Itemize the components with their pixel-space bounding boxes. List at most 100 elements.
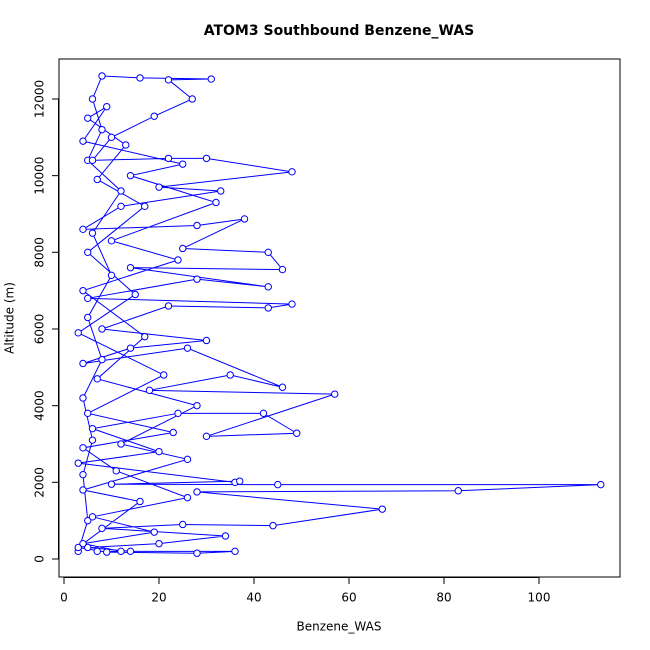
data-point <box>98 72 106 80</box>
data-point <box>597 480 605 489</box>
data-point <box>136 74 144 82</box>
data-point <box>202 432 211 441</box>
data-point <box>79 394 87 402</box>
plot-frame <box>58 58 621 578</box>
x-axis-label: Benzene_WAS <box>297 620 382 634</box>
data-point <box>141 332 149 341</box>
data-point <box>264 304 272 312</box>
data-point <box>88 156 97 165</box>
data-point <box>288 168 296 176</box>
data-point <box>193 401 201 410</box>
data-point <box>103 102 111 111</box>
data-point <box>107 237 116 245</box>
y-tick-label: 2000 <box>33 467 47 498</box>
data-point <box>202 336 211 345</box>
data-point <box>164 154 173 163</box>
data-point <box>74 459 82 467</box>
data-point <box>136 497 144 506</box>
y-tick-label: 8000 <box>33 237 47 268</box>
data-point <box>179 160 187 168</box>
data-point <box>274 480 282 489</box>
data-point <box>155 183 163 191</box>
data-point <box>98 524 106 533</box>
data-point <box>155 539 163 548</box>
x-tick-label: 20 <box>151 591 166 605</box>
data-point <box>98 125 106 134</box>
data-point <box>103 548 111 556</box>
y-tick-label: 10000 <box>33 157 47 195</box>
data-point <box>74 543 82 552</box>
data-point <box>117 440 125 448</box>
data-point <box>117 547 125 556</box>
data-point <box>107 271 116 280</box>
data-point <box>79 539 87 548</box>
data-point <box>278 383 287 391</box>
data-point <box>269 521 277 530</box>
x-tick-label: 80 <box>436 591 451 605</box>
data-point <box>84 313 92 322</box>
x-tick-label: 60 <box>341 591 356 605</box>
data-point <box>88 424 97 433</box>
data-point <box>164 76 173 84</box>
data-point <box>84 114 92 122</box>
data-point <box>79 470 87 479</box>
data-point <box>179 244 187 253</box>
y-tick-label: 0 <box>33 555 47 563</box>
data-point <box>212 198 220 207</box>
data-point <box>122 141 130 149</box>
data-point <box>79 486 87 494</box>
data-point <box>278 265 287 274</box>
data-point <box>179 520 187 529</box>
data-point <box>188 95 196 103</box>
data-point <box>88 95 97 103</box>
data-point <box>145 386 154 395</box>
data-point <box>226 371 234 379</box>
data-point <box>240 215 249 223</box>
data-point <box>117 187 125 195</box>
data-point <box>174 256 182 264</box>
data-point <box>107 133 116 142</box>
data-point <box>126 344 135 352</box>
data-point <box>264 283 272 291</box>
y-tick-label: 6000 <box>33 314 47 345</box>
y-axis-label: Altitude (m) <box>3 282 17 354</box>
data-point <box>98 355 106 364</box>
data-point <box>93 175 101 184</box>
data-point <box>79 359 87 368</box>
data-point <box>150 528 158 536</box>
data-point <box>93 547 101 556</box>
data-point <box>454 487 462 495</box>
data-point <box>126 547 135 556</box>
data-point <box>169 428 177 437</box>
data-point <box>236 477 244 485</box>
data-point <box>84 409 92 418</box>
data-point <box>160 371 168 379</box>
data-point <box>217 187 225 195</box>
data-point <box>93 375 101 383</box>
data-point <box>378 505 386 513</box>
data-point <box>74 329 82 337</box>
y-tick-label: 4000 <box>33 390 47 421</box>
data-point <box>117 202 125 211</box>
data-point <box>84 248 92 257</box>
data-point <box>150 112 158 120</box>
data-point <box>221 532 230 540</box>
data-point <box>79 137 87 145</box>
data-point <box>259 409 268 418</box>
data-point <box>112 467 120 475</box>
data-point <box>126 263 135 272</box>
data-point <box>79 444 87 452</box>
data-point <box>84 294 92 303</box>
data-point <box>79 286 87 295</box>
x-tick-label: 100 <box>528 591 551 605</box>
data-point <box>88 229 97 237</box>
data-point <box>174 409 182 418</box>
data-point <box>331 390 339 398</box>
data-point <box>98 325 106 333</box>
data-point <box>131 290 139 299</box>
data-point <box>126 171 135 180</box>
data-point <box>288 300 296 308</box>
data-point <box>193 549 201 557</box>
data-point <box>141 202 149 211</box>
